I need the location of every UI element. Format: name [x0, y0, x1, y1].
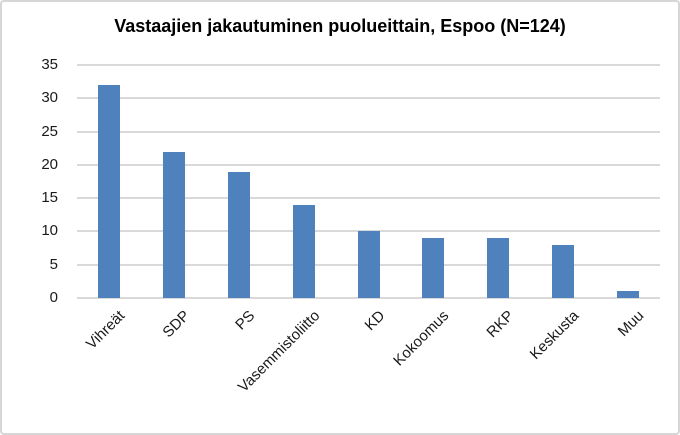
bar-vihre-t [98, 84, 121, 298]
chart-title: Vastaajien jakautuminen puolueittain, Es… [114, 16, 566, 36]
y-tick-label: 20 [41, 155, 58, 173]
gridline [77, 163, 660, 166]
x-label-vihre-t: Vihreät [83, 307, 129, 353]
bar-ps [227, 171, 250, 298]
bar-sdp [163, 151, 186, 298]
y-tick-label: 35 [41, 56, 58, 73]
y-tick-label: 15 [41, 189, 58, 207]
gridline [77, 197, 660, 200]
gridline [77, 97, 660, 100]
bar-vasemmistoliitto [292, 204, 315, 298]
bar-rkp [487, 238, 510, 298]
y-tick-label: 25 [41, 122, 58, 140]
y-tick-label: 0 [49, 289, 58, 306]
bar-kd [357, 231, 380, 298]
gridline [77, 64, 660, 66]
x-axis-line [77, 297, 660, 299]
bar-keskusta [551, 244, 574, 298]
y-tick-label: 5 [49, 255, 58, 273]
bar-kokoomus [422, 238, 445, 298]
y-tick-label: 10 [41, 222, 58, 240]
gridline [77, 130, 660, 133]
bar-muu [616, 291, 639, 298]
y-tick-label: 30 [41, 89, 58, 107]
